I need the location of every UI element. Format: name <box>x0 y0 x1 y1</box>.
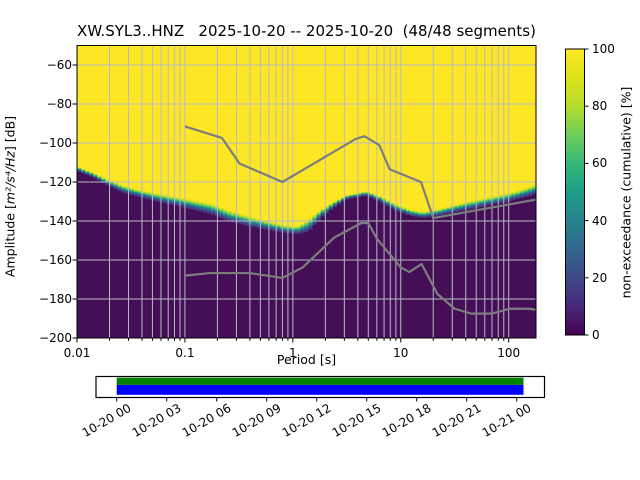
time-extent-bar <box>116 384 524 395</box>
y-tick-label: −140 <box>39 214 72 228</box>
colorbar-label: non-exceedance (cumulative) [%] <box>618 86 634 299</box>
colorbar-tick-label: 20 <box>592 270 608 285</box>
y-tick-label: −180 <box>39 292 72 306</box>
colorbar-tick-label: 100 <box>592 42 615 56</box>
y-tick-label: −100 <box>39 136 72 150</box>
x-tick-label: 0.1 <box>175 345 195 360</box>
plot-border <box>76 45 537 339</box>
y-tick-label: −200 <box>39 331 72 345</box>
x-tick-label: 0.01 <box>63 345 91 360</box>
x-tick-label: 100 <box>497 345 521 360</box>
colorbar <box>565 49 585 335</box>
y-tick-label: −80 <box>46 97 72 111</box>
colorbar-tick-label: 0 <box>592 328 600 342</box>
colorbar-tick-label: 60 <box>592 156 608 171</box>
y-tick-label: −160 <box>39 253 72 267</box>
colorbar-tick-label: 80 <box>592 99 608 114</box>
time-coverage-bar <box>95 375 546 402</box>
colorbar-border <box>565 48 585 336</box>
plot-title: XW.SYL3..HNZ 2025-10-20 -- 2025-10-20 (4… <box>77 22 536 40</box>
grid-lines <box>76 45 536 338</box>
x-tick-label: 1 <box>289 345 297 360</box>
ppsd-histogram <box>77 45 537 338</box>
colorbar-tick-label: 40 <box>592 213 608 228</box>
y-tick-label: −120 <box>39 175 72 189</box>
x-axis-label: Period [s] <box>276 352 337 367</box>
noise-model-lines <box>184 125 537 315</box>
axis-ticks <box>72 48 589 343</box>
time-coverage-segments <box>116 377 524 385</box>
x-tick-label: 10 <box>393 345 409 360</box>
y-tick-label: −60 <box>46 58 72 72</box>
